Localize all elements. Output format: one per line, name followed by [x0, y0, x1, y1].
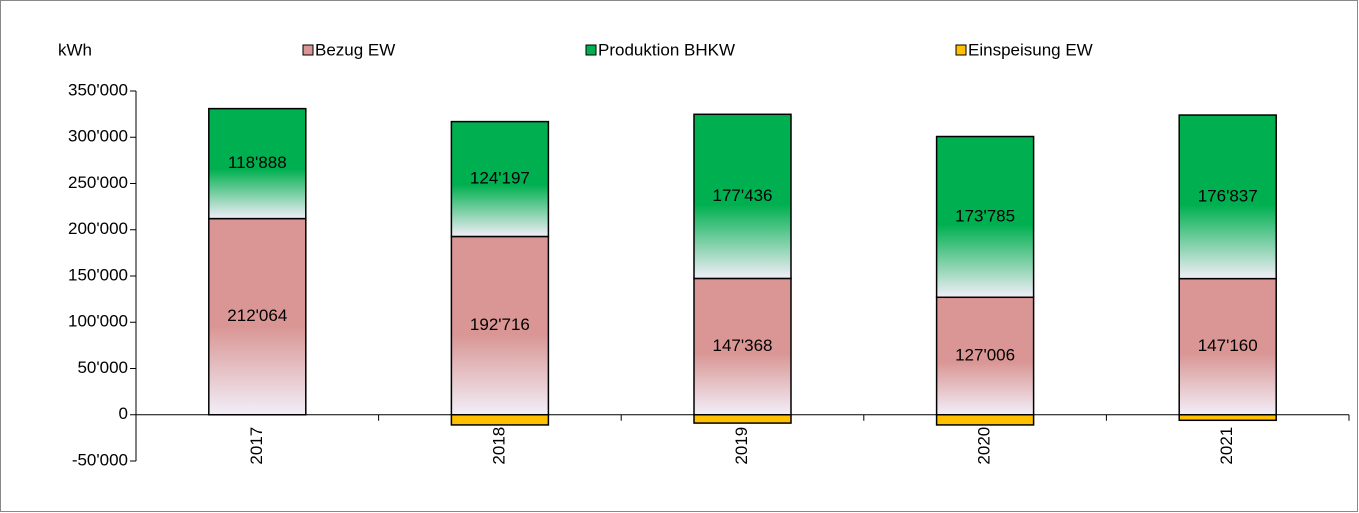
bar-segment — [450, 120, 550, 238]
data-label: 147'368 — [713, 336, 773, 355]
bar-segment — [1178, 277, 1277, 416]
x-tick-label: 2017 — [247, 427, 266, 465]
data-label: 192'716 — [470, 315, 530, 334]
y-tick-label: 0 — [119, 404, 128, 423]
bar-segment — [693, 113, 792, 280]
data-label: 118'888 — [228, 153, 287, 172]
legend-swatch — [302, 44, 314, 56]
data-label: 147'160 — [1198, 336, 1258, 355]
bar-segment — [208, 107, 307, 220]
y-tick-label: 250'000 — [68, 173, 128, 192]
data-label: 127'006 — [955, 345, 1015, 364]
bar-segment — [935, 414, 1035, 426]
x-tick-label: 2019 — [732, 427, 751, 465]
y-tick-label: 300'000 — [68, 127, 128, 146]
y-axis-label: kWh — [58, 40, 92, 59]
legend-swatch — [955, 44, 967, 56]
data-label: 212'064 — [227, 306, 287, 325]
data-label: 177'436 — [713, 186, 773, 205]
legend-label: Einspeisung EW — [968, 40, 1093, 59]
y-tick-label: 200'000 — [68, 219, 128, 238]
bar-segment — [693, 414, 792, 424]
x-tick-label: 2021 — [1217, 427, 1236, 465]
y-tick-label: 150'000 — [68, 265, 128, 284]
x-tick-label: 2018 — [489, 427, 508, 465]
x-tick-label: 2020 — [975, 427, 994, 465]
legend-label: Produktion BHKW — [598, 40, 735, 59]
bar-segment — [450, 235, 550, 416]
data-label: 176'837 — [1198, 186, 1258, 205]
y-tick-label: 350'000 — [68, 80, 128, 99]
data-label: 173'785 — [955, 206, 1015, 225]
legend-swatch — [585, 44, 597, 56]
bar-segment — [935, 135, 1035, 299]
bar-segment — [693, 277, 792, 416]
bar-segment — [450, 414, 550, 426]
y-tick-label: 100'000 — [68, 312, 128, 331]
y-tick-label: 50'000 — [77, 358, 128, 377]
bar-segment — [1178, 114, 1277, 280]
data-label: 124'197 — [470, 169, 530, 188]
legend-label: Bezug EW — [315, 40, 395, 59]
y-tick-label: -50'000 — [72, 450, 128, 469]
bar-segment — [208, 217, 307, 416]
bar-segment — [1178, 414, 1277, 422]
